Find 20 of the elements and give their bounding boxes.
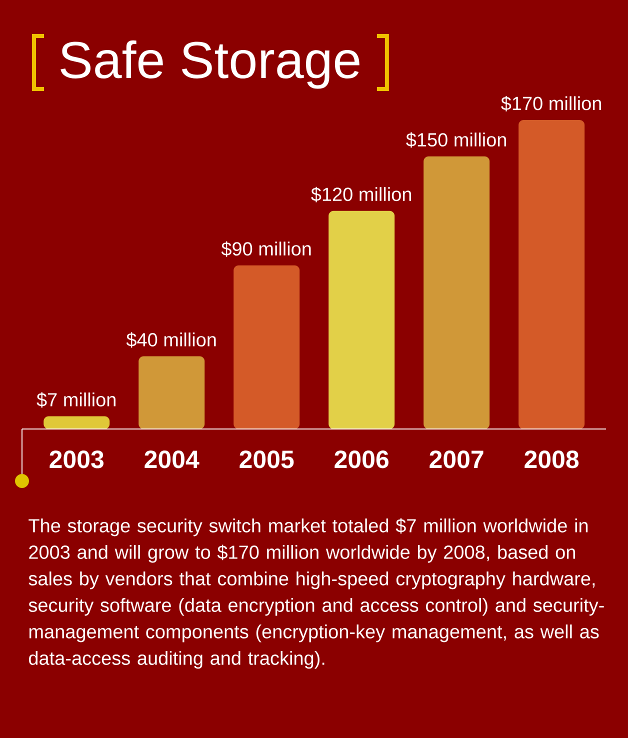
bar [44, 416, 110, 429]
bar [328, 210, 395, 429]
bar [234, 265, 300, 429]
data-label: $150 million [406, 132, 506, 148]
bar [518, 120, 585, 429]
bar [424, 156, 490, 429]
data-label: $90 million [221, 241, 311, 257]
chart-title: Safe Storage [60, 40, 360, 89]
data-label: $7 million [36, 392, 116, 408]
x-tick-label: 2007 [430, 450, 484, 468]
x-tick-label: 2005 [240, 450, 294, 468]
text: The storage security switch market totaled $7 million worldwide in 2003 and will grow to $170 million worldwide by 2008, based on sales by vendors that combine high-speed cryptography hardware, security software (data encryption and access control) and security-management components (encryption-key management, as well as data-access auditing and tracking). [28, 518, 604, 669]
x-tick-label: 2006 [334, 450, 388, 468]
data-label: $120 million [311, 186, 412, 202]
x-tick-label: 2003 [50, 450, 104, 468]
data-label: $170 million [501, 96, 601, 112]
bar [138, 356, 205, 429]
data-label: $40 million [126, 332, 216, 348]
x-tick-label: 2004 [144, 450, 200, 468]
x-tick-label: 2008 [524, 450, 579, 468]
